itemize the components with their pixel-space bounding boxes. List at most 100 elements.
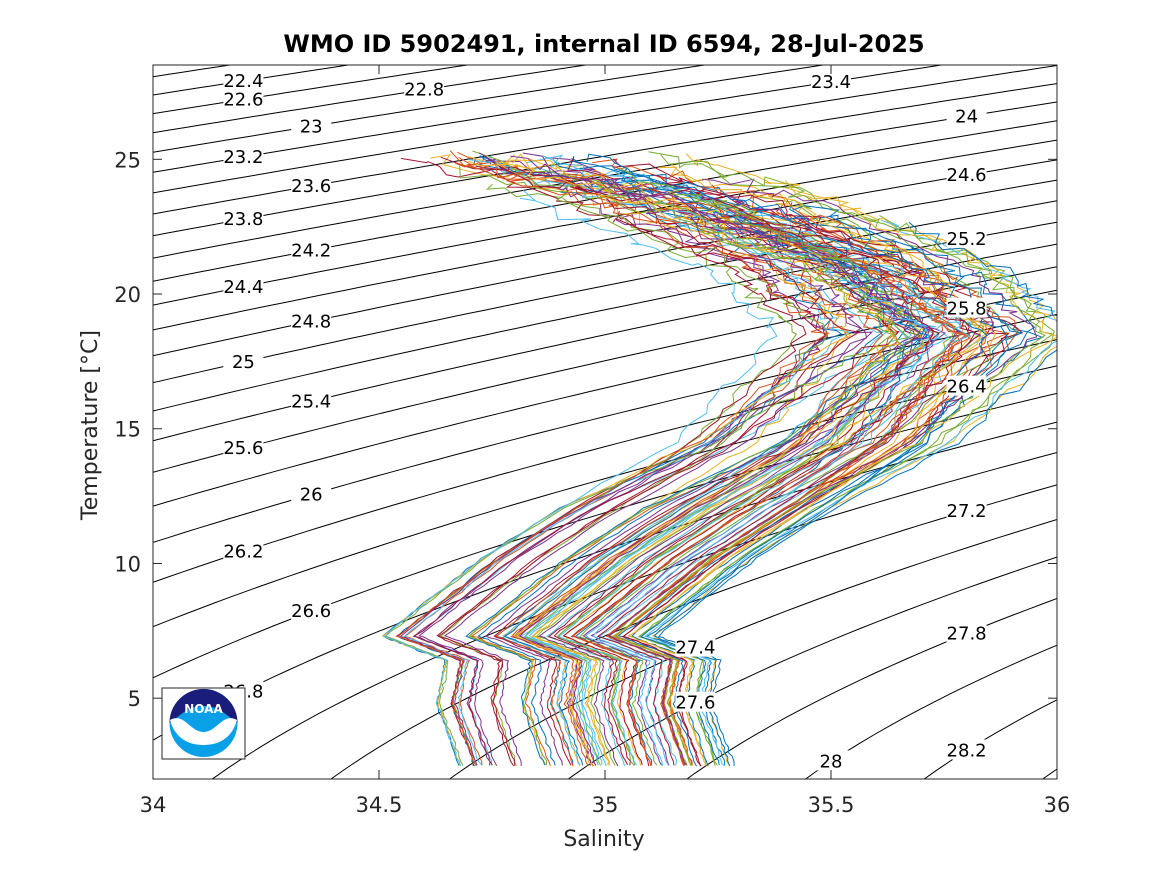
contour-label-background	[223, 351, 264, 372]
profile-line	[383, 189, 778, 767]
density-contour-line	[153, 65, 352, 96]
contour-label-background	[223, 146, 264, 167]
contour-label-background	[223, 275, 264, 296]
profile-line	[627, 203, 996, 766]
profile-line	[515, 164, 981, 767]
density-contour-line	[804, 644, 1057, 779]
profile-line	[475, 165, 889, 766]
contour-label-background	[291, 115, 332, 136]
profile-line	[437, 156, 860, 766]
x-tick-label: 34	[140, 793, 167, 817]
profile-line	[399, 152, 868, 766]
contour-label: 23	[300, 116, 323, 137]
x-tick-label: 35.5	[808, 793, 855, 817]
profile-line	[523, 228, 897, 766]
contour-label-background	[223, 88, 264, 109]
contour-label-background	[946, 622, 987, 643]
x-tick-label: 35	[592, 793, 619, 817]
density-contour-line	[153, 65, 590, 134]
contour-label-background	[675, 691, 716, 712]
y-tick-label: 15	[114, 418, 141, 442]
contour-label: 28	[820, 751, 843, 772]
contour-label-background	[946, 164, 987, 185]
profile-line	[443, 152, 874, 766]
x-tick-label: 36	[1044, 793, 1071, 817]
y-tick-label: 20	[114, 283, 141, 307]
contour-label: 27.2	[947, 501, 987, 522]
contour-label-background	[675, 636, 716, 657]
profile-line	[607, 178, 1038, 766]
density-contour-line	[153, 65, 471, 115]
profile-line	[547, 192, 977, 766]
density-contour-line	[153, 65, 827, 173]
profile-line	[484, 210, 916, 766]
density-contour-line	[567, 556, 1057, 779]
profile-line	[613, 158, 1024, 767]
contour-label: 27.6	[675, 693, 715, 714]
profile-line	[631, 205, 1044, 767]
profile-line	[617, 202, 1029, 767]
contour-label: 23.4	[811, 72, 851, 93]
contour-label: 25.6	[223, 438, 263, 459]
profile-line	[524, 225, 950, 766]
contour-label-background	[291, 174, 332, 195]
noaa-logo: NOAA	[161, 687, 246, 760]
contour-label: 22.4	[223, 71, 263, 92]
plot-area	[153, 65, 1057, 779]
contour-label: 24.8	[291, 312, 331, 333]
profile-line	[525, 154, 985, 766]
profile-line	[532, 166, 988, 766]
contour-label: 26.2	[223, 542, 263, 563]
profile-line	[510, 155, 930, 767]
contour-label: 22.6	[223, 89, 263, 110]
contour-label-background	[223, 208, 264, 229]
profile-line	[572, 208, 964, 767]
density-contour-line	[686, 598, 1057, 779]
density-contour-line	[153, 339, 1057, 583]
contour-label-background	[946, 227, 987, 248]
contour-label: 25	[232, 352, 255, 373]
profile-line	[475, 165, 922, 766]
density-contour-line	[448, 519, 1057, 779]
contour-label-background	[946, 739, 987, 760]
contour-label-background	[291, 483, 332, 504]
contour-label: 25.2	[947, 229, 987, 250]
y-tick-label: 5	[128, 687, 141, 711]
density-contour-line	[153, 65, 946, 194]
contour-label-background	[404, 78, 445, 99]
density-contour-labels: 22.422.6 22.8 23 23.2 23.4 23.6 23.8 24 24.2 24.4…	[223, 69, 987, 772]
y-tick-label: 25	[114, 148, 141, 172]
profile-line	[472, 150, 925, 766]
contour-label: 25.4	[291, 391, 331, 412]
chart-title: WMO ID 5902491, internal ID 6594, 28-Jul…	[283, 30, 924, 58]
profile-line	[591, 209, 930, 766]
profile-line	[396, 150, 831, 767]
contour-label-background	[811, 750, 851, 771]
contour-label-background	[223, 69, 264, 90]
contour-label: 23.8	[223, 209, 263, 230]
profile-line	[457, 151, 899, 767]
y-tick-label: 10	[114, 552, 141, 576]
profile-line	[400, 157, 828, 767]
x-axis-label: Salinity	[563, 827, 644, 852]
contour-label-background	[291, 390, 332, 411]
profile-line	[511, 153, 925, 766]
contour-label-background	[946, 375, 987, 396]
density-contour-line	[330, 484, 1057, 779]
contour-label: 28.2	[947, 741, 987, 762]
profile-line	[621, 171, 1008, 766]
contour-label: 24.2	[291, 241, 331, 262]
density-contour-line	[211, 452, 1057, 779]
contour-label-background	[291, 310, 332, 331]
profile-line	[493, 173, 934, 766]
contour-label-background	[946, 297, 987, 318]
density-contour-line	[153, 200, 1057, 384]
contour-label-background	[946, 500, 987, 521]
logo-wordmark: NOAA	[184, 702, 223, 716]
x-tick-label: 34.5	[356, 793, 403, 817]
contour-label: 26.4	[947, 377, 987, 398]
contour-label-background	[223, 437, 264, 458]
profile-line	[518, 202, 934, 766]
contour-label-background	[946, 105, 987, 126]
density-contour-line	[153, 139, 1057, 306]
